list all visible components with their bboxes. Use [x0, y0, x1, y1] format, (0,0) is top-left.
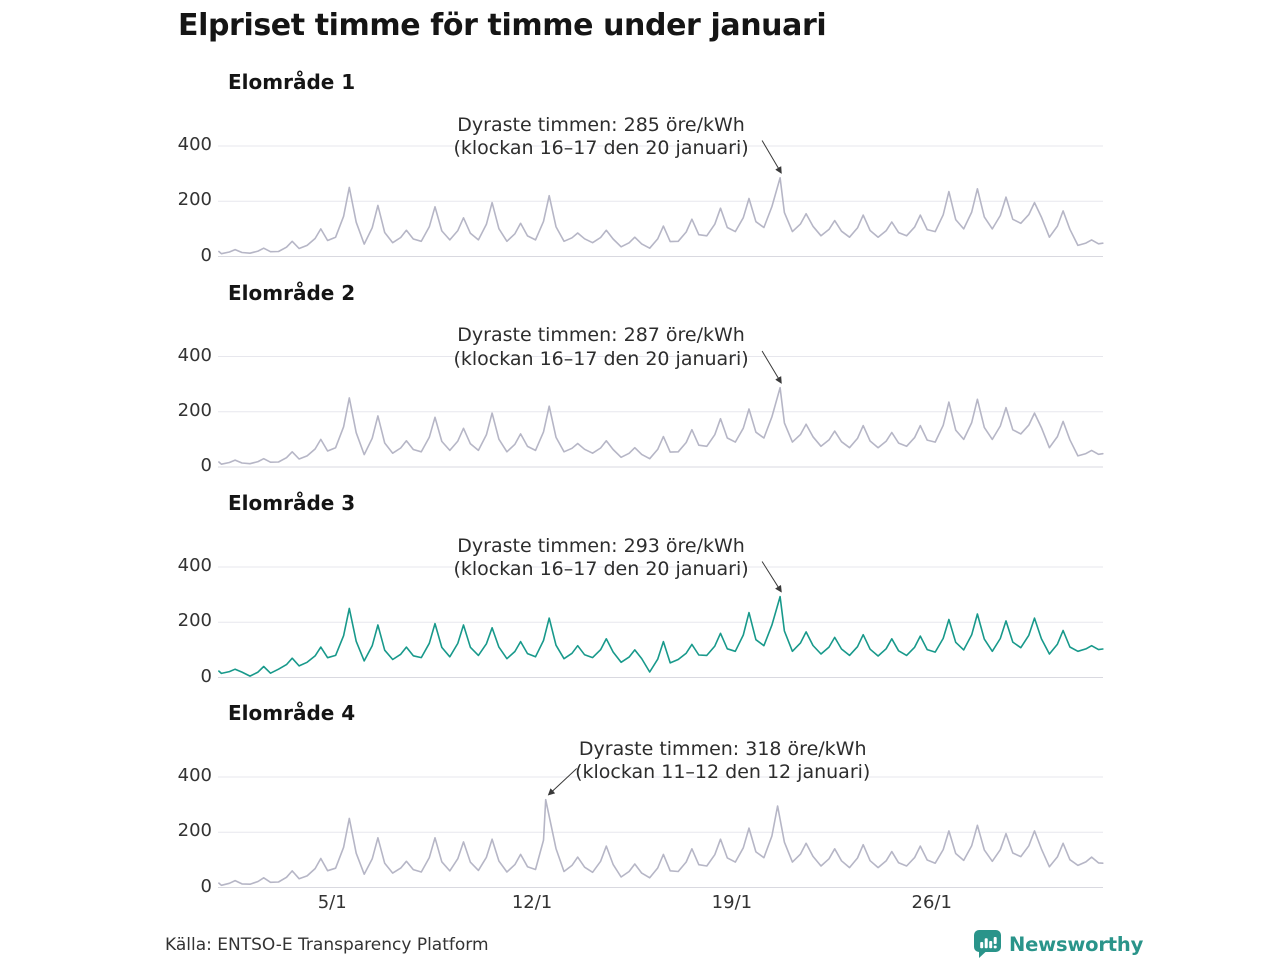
- peak-annotation-3: Dyraste timmen: 293 öre/kWh (klockan 16–1…: [425, 535, 777, 582]
- annotation-line1: Dyraste timmen: 287 öre/kWh: [457, 324, 745, 346]
- x-tick-label: 26/1: [911, 892, 952, 913]
- panel-label-4: Elområde 4: [228, 701, 356, 725]
- annotation-line2: (klockan 16–17 den 20 januari): [453, 137, 749, 159]
- y-tick-label: 400: [177, 134, 212, 155]
- y-tick-label: 200: [177, 189, 212, 211]
- annotation-arrow: [761, 350, 782, 384]
- annotation-arrow: [761, 561, 782, 593]
- price-line-2: [218, 386, 1104, 465]
- annotation-arrow: [547, 768, 578, 796]
- panel-label-1: Elområde 1: [228, 70, 356, 94]
- y-tick-label: 400: [177, 344, 212, 366]
- annotation-line1: Dyraste timmen: 293 öre/kWh: [457, 534, 745, 557]
- peak-annotation-4: Dyraste timmen: 318 öre/kWh (klockan 11–1…: [547, 738, 899, 785]
- y-tick-label: 0: [200, 244, 212, 266]
- panel-label-2: Elområde 2: [228, 280, 356, 305]
- newsworthy-wordmark: Newsworthy: [1009, 932, 1144, 956]
- annotation-line1: Dyraste timmen: 318 öre/kWh: [578, 737, 867, 760]
- x-tick-label: 5/1: [317, 892, 347, 913]
- newsworthy-speech-bubble-bar-chart-icon: [974, 930, 1001, 958]
- annotation-line1: Dyraste timmen: 285 öre/kWh: [457, 113, 745, 136]
- x-tick-label: 19/1: [711, 892, 753, 913]
- annotation-line2: (klockan 16–17 den 20 januari): [453, 558, 749, 580]
- x-tick-label: 12/1: [511, 892, 553, 913]
- y-tick-label: 0: [200, 665, 212, 687]
- y-tick-label: 0: [200, 455, 212, 476]
- annotation-line2: (klockan 11–12 den 12 januari): [575, 761, 871, 783]
- price-line-3: [218, 595, 1104, 677]
- panel-label-3: Elområde 3: [228, 491, 356, 515]
- y-tick-label: 0: [200, 875, 212, 897]
- y-tick-label: 400: [177, 555, 212, 576]
- price-line-4: [218, 798, 1104, 887]
- y-tick-label: 200: [177, 820, 212, 842]
- y-tick-label: 400: [177, 765, 212, 786]
- source-note: Källa: ENTSO-E Transparency Platform: [165, 935, 489, 955]
- annotation-arrow: [761, 140, 782, 174]
- peak-annotation-2: Dyraste timmen: 287 öre/kWh (klockan 16–1…: [425, 324, 777, 371]
- peak-annotation-1: Dyraste timmen: 285 öre/kWh (klockan 16–1…: [425, 114, 777, 161]
- y-tick-label: 200: [177, 399, 212, 421]
- newsworthy-logo: Newsworthy: [974, 929, 1143, 959]
- y-tick-label: 200: [177, 610, 212, 632]
- price-line-1: [218, 177, 1104, 255]
- chart-title: Elpriset timme för timme under januari: [178, 8, 827, 43]
- annotation-line2: (klockan 16–17 den 20 januari): [453, 347, 749, 370]
